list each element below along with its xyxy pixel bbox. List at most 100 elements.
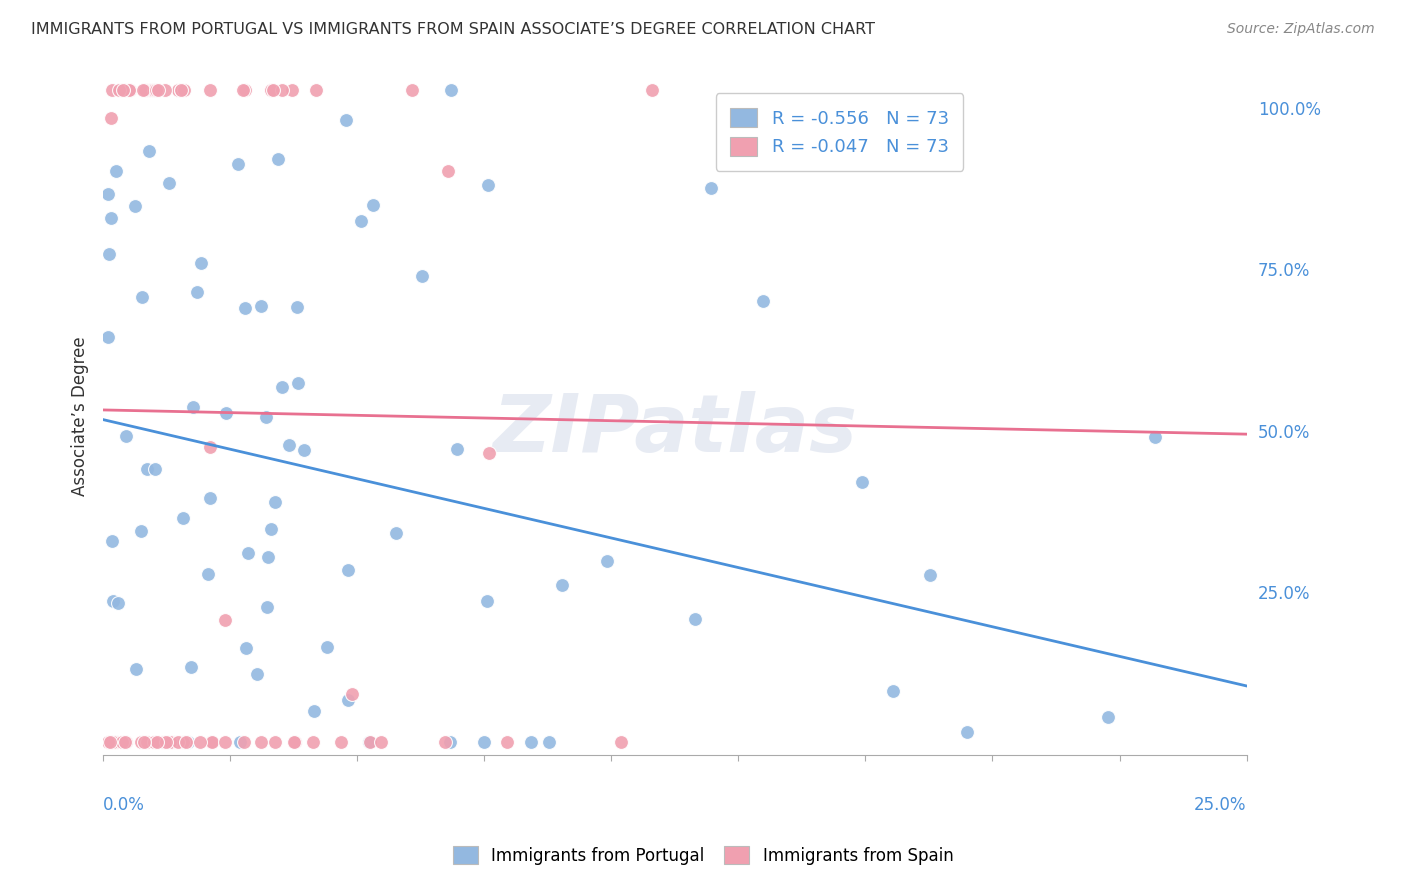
Y-axis label: Associate’s Degree: Associate’s Degree bbox=[72, 336, 89, 496]
Point bbox=[260, 522, 283, 536]
Point bbox=[752, 293, 775, 308]
Point bbox=[100, 211, 122, 225]
Point bbox=[250, 735, 273, 749]
Point bbox=[188, 735, 211, 749]
Point bbox=[180, 660, 202, 674]
Point bbox=[472, 735, 495, 749]
Point bbox=[439, 83, 461, 97]
Text: IMMIGRANTS FROM PORTUGAL VS IMMIGRANTS FROM SPAIN ASSOCIATE’S DEGREE CORRELATION: IMMIGRANTS FROM PORTUGAL VS IMMIGRANTS F… bbox=[31, 22, 875, 37]
Point bbox=[112, 83, 135, 97]
Point bbox=[550, 577, 572, 591]
Point bbox=[641, 83, 664, 97]
Text: 0.0%: 0.0% bbox=[103, 796, 145, 814]
Point bbox=[214, 614, 236, 628]
Point bbox=[134, 83, 156, 97]
Point bbox=[1097, 710, 1119, 724]
Point bbox=[124, 662, 146, 676]
Point bbox=[97, 735, 120, 749]
Point bbox=[98, 735, 121, 749]
Point bbox=[229, 735, 252, 749]
Point bbox=[340, 687, 363, 701]
Point bbox=[411, 268, 433, 283]
Point bbox=[1144, 430, 1167, 444]
Point bbox=[155, 735, 177, 749]
Point bbox=[385, 526, 408, 541]
Point bbox=[329, 735, 352, 749]
Point bbox=[264, 495, 287, 509]
Point bbox=[302, 735, 325, 749]
Text: 25.0%: 25.0% bbox=[1258, 585, 1310, 603]
Point bbox=[260, 83, 283, 97]
Point bbox=[271, 83, 294, 97]
Point bbox=[292, 443, 315, 458]
Point bbox=[145, 83, 167, 97]
Point bbox=[142, 83, 165, 97]
Point bbox=[357, 735, 380, 749]
Point bbox=[433, 735, 456, 749]
Point bbox=[159, 735, 181, 749]
Point bbox=[257, 550, 280, 565]
Point bbox=[287, 376, 309, 391]
Point bbox=[111, 83, 134, 97]
Point bbox=[610, 735, 633, 749]
Point bbox=[233, 301, 256, 316]
Point bbox=[174, 735, 197, 749]
Point bbox=[262, 83, 284, 97]
Point bbox=[104, 735, 127, 749]
Point bbox=[115, 429, 138, 443]
Point bbox=[200, 735, 222, 749]
Point bbox=[101, 534, 124, 549]
Text: Source: ZipAtlas.com: Source: ZipAtlas.com bbox=[1227, 22, 1375, 37]
Point bbox=[477, 178, 499, 193]
Point bbox=[124, 199, 146, 213]
Text: 75.0%: 75.0% bbox=[1258, 262, 1310, 280]
Point bbox=[98, 735, 121, 749]
Point bbox=[233, 83, 256, 97]
Point bbox=[956, 725, 979, 739]
Point bbox=[101, 83, 124, 97]
Point bbox=[437, 163, 460, 178]
Point bbox=[97, 246, 120, 260]
Point bbox=[132, 735, 155, 749]
Point bbox=[214, 735, 236, 749]
Point bbox=[136, 735, 159, 749]
Point bbox=[337, 693, 360, 707]
Point bbox=[107, 596, 129, 610]
Point bbox=[361, 198, 384, 212]
Point bbox=[97, 330, 120, 344]
Point bbox=[97, 186, 120, 201]
Point bbox=[155, 83, 177, 97]
Point bbox=[496, 735, 519, 749]
Point bbox=[162, 735, 184, 749]
Point bbox=[315, 640, 337, 654]
Point bbox=[475, 594, 498, 608]
Point bbox=[596, 554, 619, 568]
Point bbox=[100, 111, 122, 125]
Point bbox=[851, 475, 873, 490]
Point bbox=[246, 667, 269, 681]
Point bbox=[167, 83, 190, 97]
Point bbox=[146, 735, 169, 749]
Point bbox=[238, 546, 260, 560]
Point bbox=[254, 410, 277, 425]
Point bbox=[107, 83, 129, 97]
Point bbox=[699, 181, 721, 195]
Point bbox=[270, 380, 292, 394]
Point bbox=[201, 735, 224, 749]
Legend: R = -0.556   N = 73, R = -0.047   N = 73: R = -0.556 N = 73, R = -0.047 N = 73 bbox=[716, 94, 963, 171]
Point bbox=[143, 462, 166, 476]
Point bbox=[350, 214, 373, 228]
Point bbox=[170, 83, 193, 97]
Point bbox=[336, 563, 359, 577]
Point bbox=[882, 684, 904, 698]
Point bbox=[146, 735, 169, 749]
Point bbox=[920, 568, 942, 582]
Point bbox=[177, 735, 200, 749]
Point bbox=[114, 735, 136, 749]
Point bbox=[143, 735, 166, 749]
Point bbox=[131, 524, 153, 538]
Point bbox=[174, 735, 197, 749]
Point bbox=[152, 735, 174, 749]
Point bbox=[359, 735, 381, 749]
Point bbox=[264, 735, 287, 749]
